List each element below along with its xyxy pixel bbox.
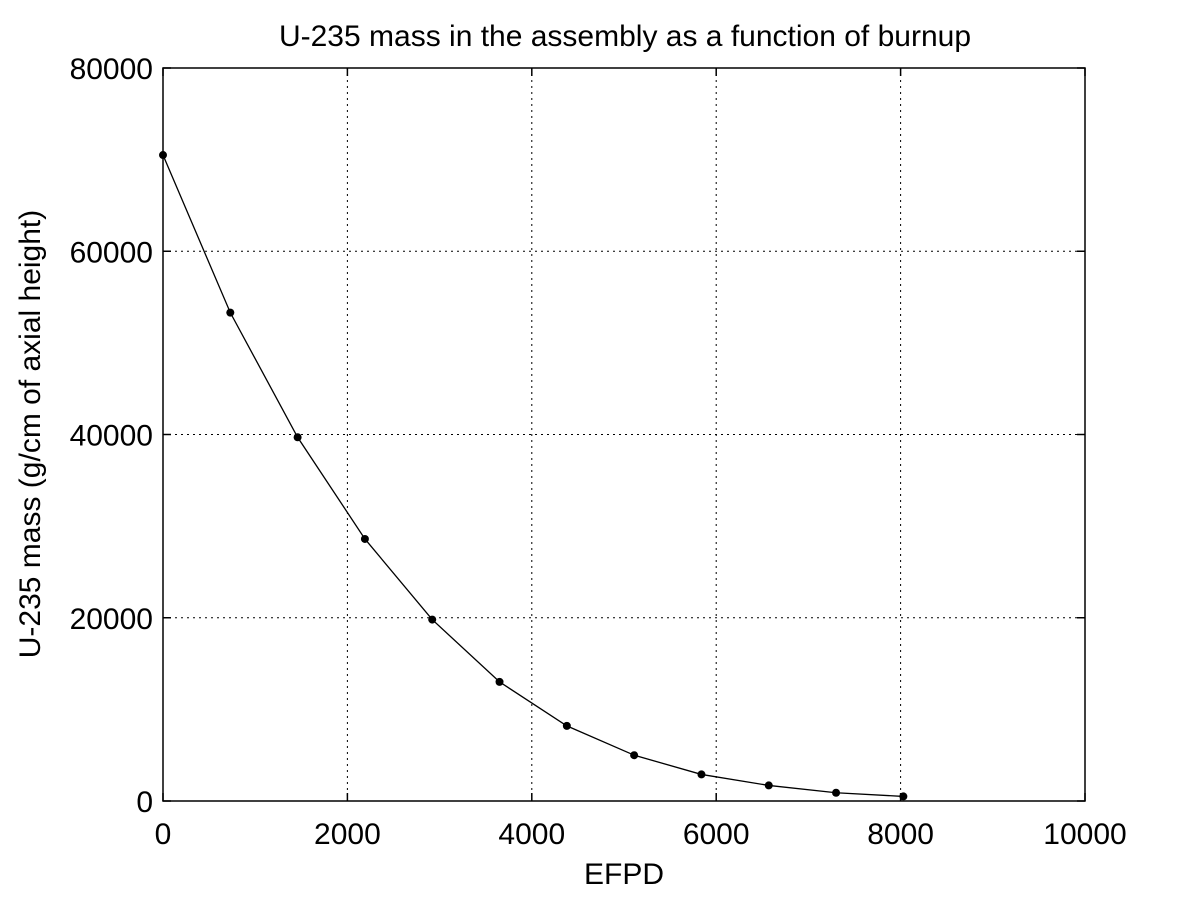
x-tick-label-2: 4000	[498, 818, 565, 851]
series-layer	[159, 151, 908, 801]
y-tick-label-2: 40000	[70, 420, 153, 453]
y-tick-label-3: 60000	[70, 236, 153, 269]
y-tick-label-4: 80000	[70, 53, 153, 86]
y-tick-label-0: 0	[136, 786, 153, 819]
data-point-0-11	[899, 792, 908, 801]
series-line-0	[162, 154, 904, 798]
data-point-0-3	[360, 534, 369, 543]
data-point-0-7	[630, 751, 639, 760]
x-tick-label-0: 0	[155, 818, 172, 851]
x-axis-label: EFPD	[584, 858, 664, 891]
data-point-0-4	[428, 615, 437, 624]
y-axis-label: U-235 mass (g/cm of axial height)	[14, 210, 47, 659]
chart-title: U-235 mass in the assembly as a function…	[279, 20, 971, 53]
data-point-0-6	[562, 721, 571, 730]
x-tick-label-5: 10000	[1043, 818, 1126, 851]
x-tick-label-3: 6000	[683, 818, 750, 851]
x-tick-label-4: 8000	[867, 818, 934, 851]
data-point-0-8	[697, 770, 706, 779]
data-point-0-1	[226, 308, 235, 317]
data-point-0-9	[764, 781, 773, 790]
data-point-0-0	[159, 151, 167, 160]
data-point-0-10	[832, 788, 841, 797]
y-tick-label-1: 20000	[70, 603, 153, 636]
data-point-0-2	[293, 433, 302, 442]
grid-lines	[163, 68, 1085, 801]
data-point-0-5	[495, 677, 504, 686]
y-tick-labels: 0 20000 40000 60000 80000	[70, 53, 153, 819]
x-tick-label-1: 2000	[314, 818, 381, 851]
x-tick-labels: 0 2000 4000 6000 8000 10000	[155, 818, 1127, 851]
